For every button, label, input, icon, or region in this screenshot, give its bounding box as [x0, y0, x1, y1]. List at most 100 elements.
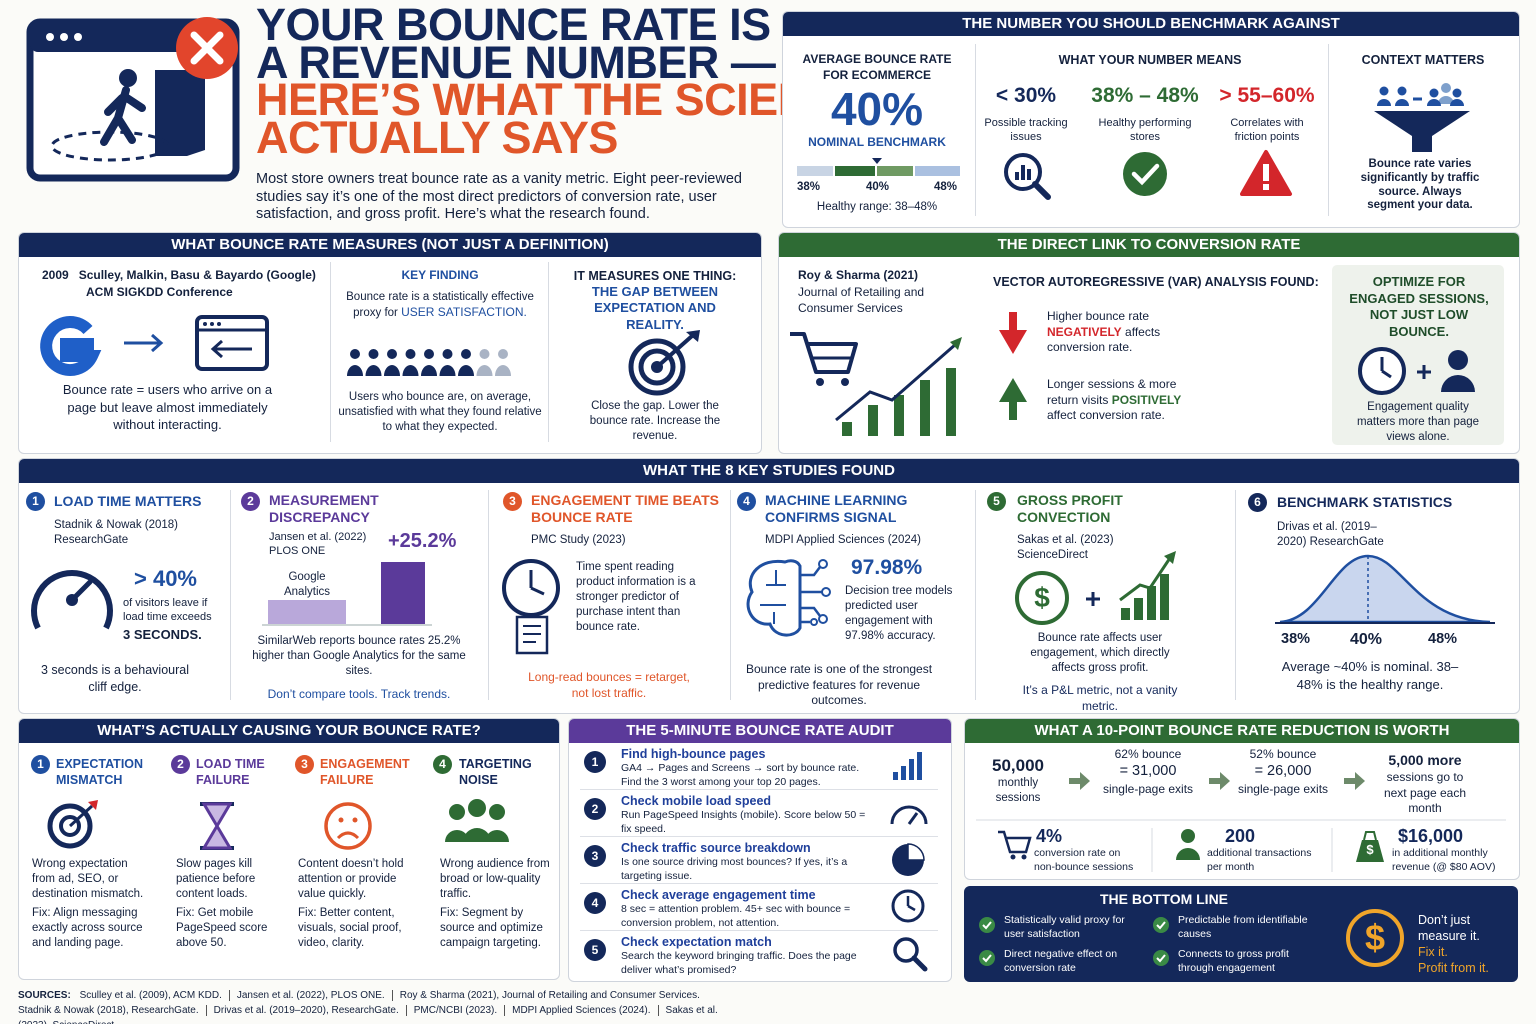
- scale-label: 48%: [934, 181, 958, 193]
- graphic: [915, 166, 960, 176]
- clock-doc-icon: [502, 559, 560, 655]
- step-title: Find high-bounce pages: [621, 747, 766, 761]
- study-source: PMC Study (2023): [531, 534, 626, 546]
- study-title: LOAD TIME MATTERS: [54, 493, 202, 509]
- person-body: [384, 365, 400, 376]
- title: YOUR BOUNCE RATE IS A REVENUE NUMBER — H…: [256, 2, 872, 159]
- step-number: 3: [584, 845, 606, 867]
- person-body: [476, 365, 493, 376]
- panel-title: THE 5-MINUTE BOUNCE RATE AUDIT: [569, 719, 951, 743]
- title-line: HERE’S WHAT THE SCIENCE: [256, 74, 872, 125]
- title-line: A REVENUE NUMBER —: [256, 36, 776, 88]
- cause-title: LOAD TIME FAILURE: [196, 757, 265, 788]
- graphic: [1004, 153, 1042, 191]
- graphic: [187, 62, 205, 156]
- graphic: [210, 339, 223, 359]
- person-body: [439, 365, 456, 376]
- positive-finding: Longer sessions & more return visits POS…: [1047, 377, 1207, 424]
- source-item: PMC/NCBI (2023).: [413, 1005, 498, 1016]
- divider: [975, 44, 976, 216]
- person-head: [350, 349, 360, 359]
- graphic: [1397, 86, 1407, 96]
- cart-growth-icon: [790, 332, 962, 436]
- check-text: Connects to gross profit through engagem…: [1178, 948, 1289, 974]
- text: Bounce rate is a statistically effective…: [346, 291, 534, 319]
- flow-value: = 31,000: [1119, 763, 1177, 779]
- key-detail: Users who bounce are, on average, unsati…: [338, 391, 542, 433]
- graphic: [1153, 917, 1169, 933]
- separator: [657, 1005, 659, 1016]
- authors: Roy & Sharma (2021): [798, 268, 919, 282]
- context-title: CONTEXT MATTERS: [1361, 53, 1485, 67]
- study-source: Jansen et al. (2022) PLOS ONE: [269, 531, 367, 558]
- means-text: Healthy performing stores: [1098, 117, 1192, 144]
- bottom-title: THE BOTTOM LINE: [1099, 891, 1229, 907]
- cause-number: 3: [295, 755, 314, 774]
- funnel-icon: [1374, 83, 1470, 152]
- study-source: Drivas et al. (2019–2020) ResearchGate: [1277, 521, 1384, 548]
- graphic: [268, 600, 346, 624]
- scale-label: 38%: [1281, 631, 1311, 647]
- check-text: Direct negative effect on conversion rat…: [1004, 948, 1118, 974]
- text: affects conversion rate.: [1047, 324, 1161, 355]
- cta: Profit from it.: [1418, 961, 1489, 975]
- divider: [730, 490, 731, 700]
- graphic: [324, 802, 372, 850]
- graphic: [1147, 586, 1156, 620]
- person-body: [347, 365, 363, 376]
- graphic: [1027, 169, 1031, 180]
- source-item: Roy & Sharma (2021), Journal of Retailin…: [399, 990, 700, 1001]
- graphic: [1263, 184, 1269, 190]
- graphic: [982, 954, 992, 963]
- graphic: [468, 799, 486, 817]
- graphic: [1263, 164, 1269, 181]
- graphic: [190, 31, 224, 65]
- var-title: VECTOR AUTOREGRESSIVE (VAR) ANALYSIS FOU…: [993, 275, 1319, 289]
- graphic: [1015, 571, 1069, 625]
- study-takeaway: Long-read bounces = retarget, not lost t…: [528, 670, 690, 700]
- nominal: NOMINAL BENCHMARK: [808, 135, 946, 149]
- negative-finding: Higher bounce rate NEGATIVELY affects co…: [1047, 309, 1207, 356]
- graphic: [1450, 99, 1464, 106]
- graphic: [901, 766, 906, 780]
- graphic: [818, 559, 828, 569]
- text: Higher bounce rate: [1047, 309, 1150, 323]
- graphic: [1009, 398, 1017, 420]
- panel-title: WHAT BOUNCE RATE MEASURES (NOT JUST A DE…: [19, 233, 761, 257]
- profit-icon: [1015, 551, 1176, 625]
- avg-value: 40%: [830, 83, 924, 135]
- separator: [205, 1005, 207, 1016]
- bottom-line-panel: [964, 886, 1518, 982]
- separator: [391, 990, 393, 1001]
- graphic: [999, 330, 1027, 354]
- graphic: [979, 950, 995, 966]
- clock-person-icon: [1358, 347, 1475, 395]
- flow-arrows: [976, 772, 1506, 872]
- graphic: [1015, 172, 1019, 180]
- avg-label: AVERAGE BOUNCE RATE FOR ECOMMERCE: [802, 52, 952, 82]
- text: Longer sessions & more return visits: [1047, 377, 1177, 407]
- graphic: [628, 338, 686, 396]
- causes-panel: WHAT’S ACTUALLY CAUSING YOUR BOUNCE RATE…: [18, 718, 560, 980]
- study-takeaway: It’s a P&L metric, not a vanity metric.: [1022, 683, 1178, 713]
- graphic: [911, 955, 928, 972]
- graphic: [381, 562, 425, 624]
- graphic: [950, 337, 962, 350]
- year: 2009: [42, 268, 69, 282]
- graphic: [1441, 375, 1475, 392]
- dollar-icon: $: [1034, 582, 1050, 613]
- flow-text: monthly sessions: [995, 777, 1041, 804]
- person-body: [365, 365, 382, 376]
- cause-text: Content doesn’t hold attention or provid…: [298, 858, 404, 900]
- step-text: Search the keyword bringing traffic. Doe…: [621, 950, 857, 976]
- graphic: [119, 69, 137, 87]
- graphic: [59, 815, 81, 837]
- study-title: MACHINE LEARNING CONFIRMS SIGNAL: [765, 492, 908, 525]
- graphic: [530, 586, 545, 596]
- graphic: [821, 587, 831, 597]
- graphic: [1021, 854, 1027, 860]
- study-stat-highlight: 3 SECONDS.: [123, 627, 202, 642]
- graphic: [1131, 163, 1160, 186]
- graphic: [868, 405, 878, 436]
- graphic: [336, 831, 360, 840]
